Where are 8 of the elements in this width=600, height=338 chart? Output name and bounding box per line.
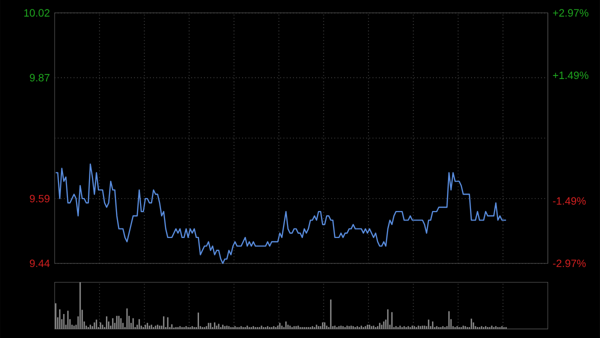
y2-tick-label: +1.49% — [553, 72, 588, 80]
y2-tick-label: -1.49% — [552, 197, 586, 205]
y-tick-label: 9.87 — [30, 74, 50, 82]
y-tick-label: 10.02 — [24, 9, 50, 17]
y2-tick-label: +2.97% — [553, 9, 588, 17]
y2-tick-label: -2.97% — [552, 260, 586, 268]
y-tick-label: 9.59 — [30, 194, 50, 202]
y-tick-label: 9.44 — [30, 260, 50, 268]
